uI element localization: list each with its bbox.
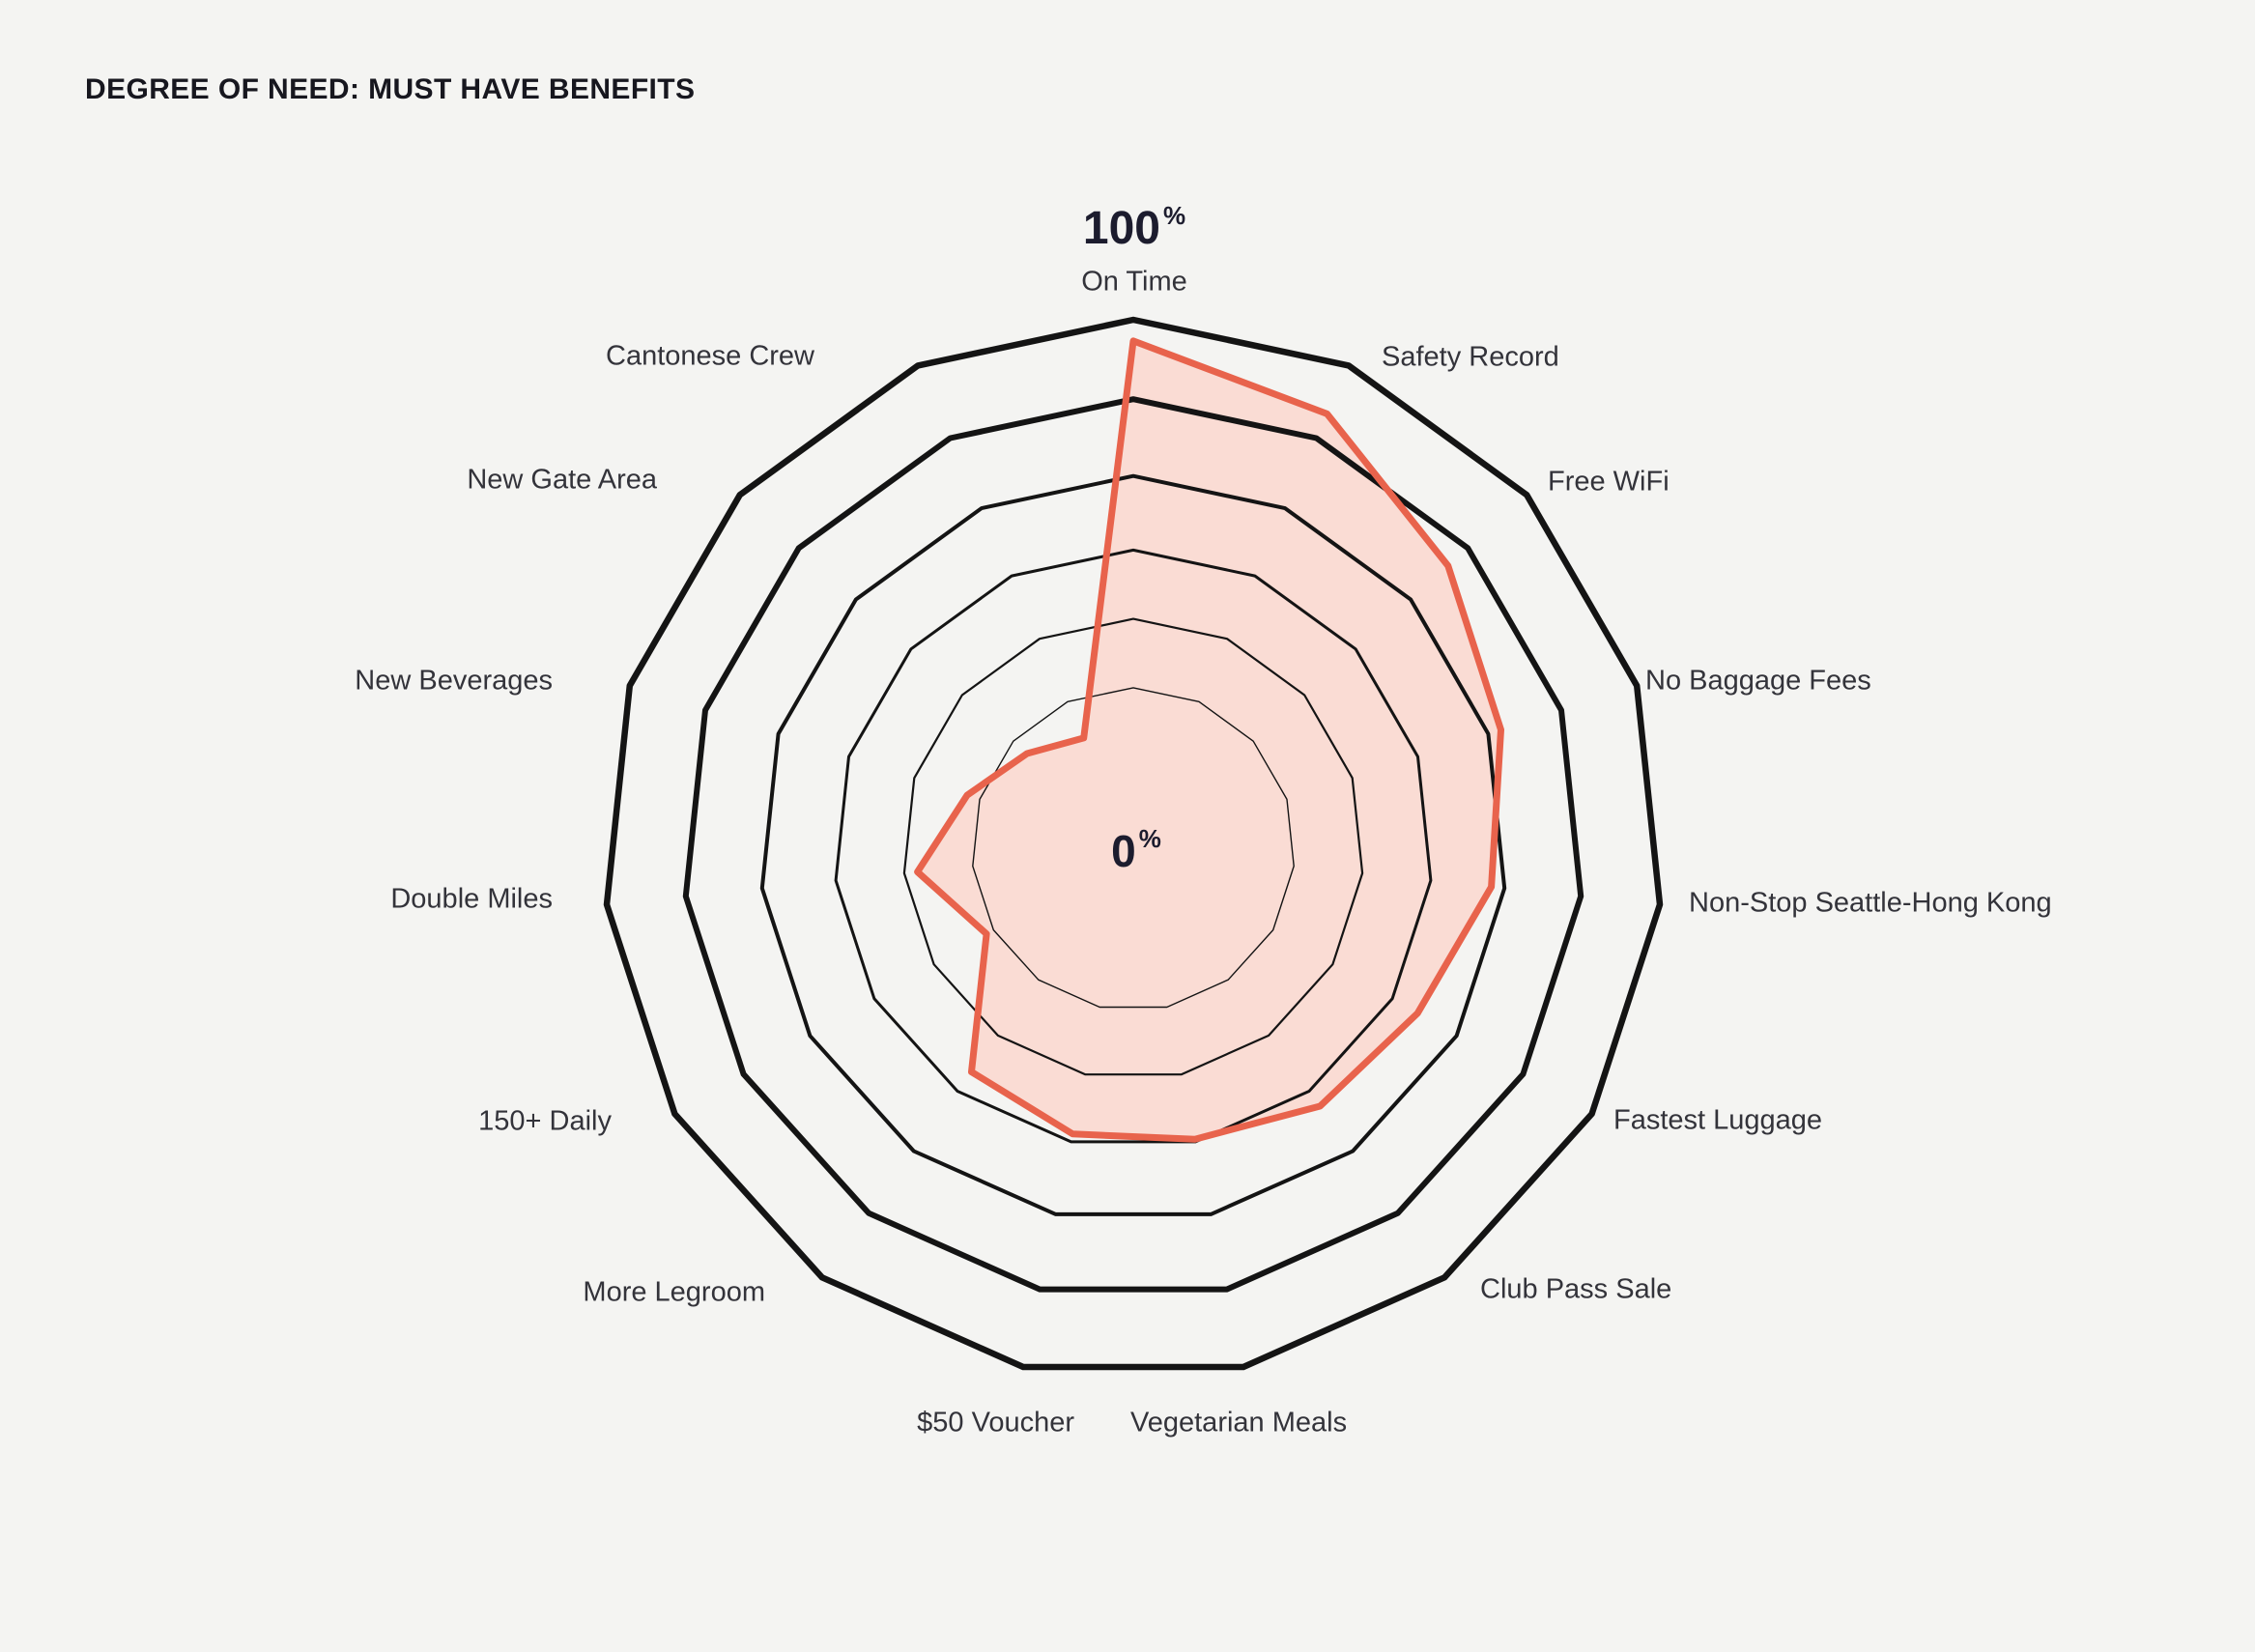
center-value-label: 0 % bbox=[1111, 824, 1161, 876]
axis-label-on-time: On Time bbox=[1081, 266, 1187, 298]
axis-label-more-legroom: More Legroom bbox=[583, 1276, 765, 1308]
data-series-outline bbox=[914, 337, 1504, 1143]
percent-sign: % bbox=[1138, 824, 1161, 853]
axis-label-safety-record: Safety Record bbox=[1382, 341, 1559, 373]
grid-ring bbox=[972, 687, 1295, 1009]
grid-ring bbox=[759, 473, 1507, 1216]
axis-label-vegetarian-meals: Vegetarian Meals bbox=[1130, 1407, 1348, 1438]
max-value-label: 100 % bbox=[1082, 201, 1186, 254]
page-title: DEGREE OF NEED: MUST HAVE BENEFITS bbox=[85, 73, 696, 105]
grid-ring bbox=[834, 548, 1433, 1144]
axis-label-cantonese-crew: Cantonese Crew bbox=[606, 340, 814, 372]
axis-label-no-baggage-fees: No Baggage Fees bbox=[1645, 665, 1871, 697]
axis-label-150-daily: 150+ Daily bbox=[478, 1105, 612, 1137]
axis-label-club-pass-sale: Club Pass Sale bbox=[1480, 1273, 1672, 1305]
axis-label-fastest-luggage: Fastest Luggage bbox=[1613, 1104, 1823, 1136]
axis-label-free-wifi: Free WiFi bbox=[1548, 466, 1670, 498]
data-area-fill bbox=[917, 340, 1501, 1140]
axis-label-non-stop-seattle-hong-kong: Non-Stop Seattle-Hong Kong bbox=[1689, 887, 2052, 919]
axis-label-new-gate-area: New Gate Area bbox=[467, 464, 657, 496]
grid-ring bbox=[603, 316, 1664, 1371]
max-value-number: 100 bbox=[1082, 203, 1160, 254]
grid-ring bbox=[902, 617, 1364, 1076]
grid-ring bbox=[682, 396, 1584, 1293]
percent-sign: % bbox=[1162, 201, 1186, 230]
axis-label-new-beverages: New Beverages bbox=[355, 665, 553, 697]
axis-label-50-voucher: $50 Voucher bbox=[917, 1407, 1074, 1438]
center-value-number: 0 bbox=[1111, 826, 1136, 876]
axis-label-double-miles: Double Miles bbox=[390, 883, 553, 915]
